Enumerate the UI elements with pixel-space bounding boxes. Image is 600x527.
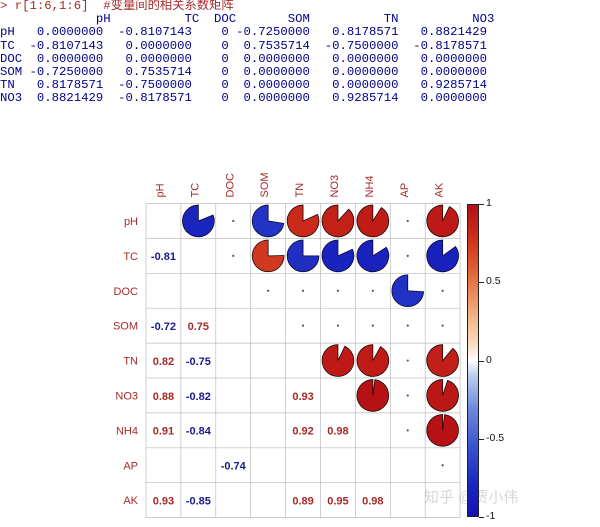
svg-text:AP: AP (399, 183, 411, 198)
svg-text:TN: TN (294, 183, 306, 198)
svg-text:0.82: 0.82 (153, 356, 174, 368)
svg-text:NH4: NH4 (364, 175, 376, 197)
svg-text:TC: TC (189, 183, 201, 198)
svg-text:0.98: 0.98 (362, 495, 383, 507)
svg-text:-0.75: -0.75 (186, 356, 211, 368)
svg-text:SOM: SOM (113, 321, 138, 333)
svg-text:0.98: 0.98 (327, 426, 348, 438)
svg-text:pH: pH (124, 216, 138, 228)
svg-text:-0.85: -0.85 (186, 495, 211, 507)
svg-text:AP: AP (123, 460, 138, 472)
svg-text:NO3: NO3 (115, 390, 138, 402)
svg-text:0.88: 0.88 (153, 391, 174, 403)
svg-text:NO3: NO3 (329, 175, 341, 198)
svg-text:pH: pH (154, 183, 166, 197)
svg-text:0.91: 0.91 (153, 426, 174, 438)
svg-text:DOC: DOC (224, 173, 236, 198)
svg-text:0.93: 0.93 (292, 391, 313, 403)
svg-text:-0.72: -0.72 (151, 321, 176, 333)
svg-text:DOC: DOC (114, 286, 139, 298)
svg-text:0.95: 0.95 (327, 495, 348, 507)
svg-text:TN: TN (123, 356, 138, 368)
svg-text:0.89: 0.89 (292, 495, 313, 507)
svg-text:-0.84: -0.84 (186, 426, 212, 438)
svg-text:NH4: NH4 (116, 425, 138, 437)
svg-text:SOM: SOM (259, 172, 271, 197)
svg-text:AK: AK (434, 182, 446, 197)
svg-text:0.75: 0.75 (188, 321, 209, 333)
svg-text:-0.74: -0.74 (221, 461, 247, 473)
svg-text:-0.82: -0.82 (186, 391, 211, 403)
svg-text:-0.81: -0.81 (151, 251, 176, 263)
svg-text:0.93: 0.93 (153, 495, 174, 507)
svg-text:0.92: 0.92 (292, 426, 313, 438)
svg-text:AK: AK (123, 495, 138, 507)
svg-text:TC: TC (123, 251, 138, 263)
